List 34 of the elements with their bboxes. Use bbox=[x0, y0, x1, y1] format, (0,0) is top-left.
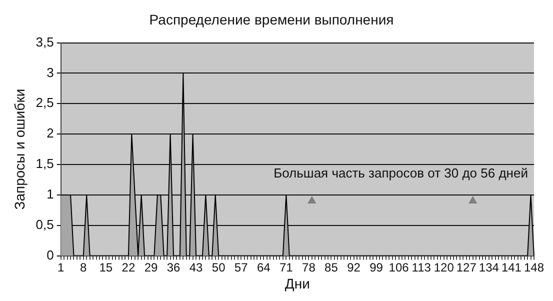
x-tick-label: 1 bbox=[58, 260, 65, 274]
chart-title: Распределение времени выполнения bbox=[149, 11, 394, 28]
x-tick-label: 22 bbox=[122, 260, 136, 274]
x-tick-label: 141 bbox=[501, 260, 522, 274]
x-tick-label: 36 bbox=[166, 260, 181, 274]
x-tick-label: 106 bbox=[388, 260, 410, 274]
x-tick-label: 127 bbox=[456, 260, 477, 274]
x-axis-title: Дни bbox=[284, 275, 310, 292]
y-tick-label: 0 bbox=[46, 247, 54, 262]
x-tick-label: 134 bbox=[478, 260, 500, 274]
x-tick-label: 113 bbox=[412, 260, 432, 274]
x-tick-label: 50 bbox=[212, 260, 226, 274]
y-tick-label: 3,5 bbox=[36, 34, 54, 50]
y-tick-label: 3 bbox=[46, 64, 54, 80]
x-tick-label: 57 bbox=[234, 260, 248, 274]
y-axis-title: Запросы и ошибки bbox=[11, 88, 28, 210]
y-tick-label: 0,5 bbox=[36, 216, 54, 232]
x-tick-label: 85 bbox=[324, 260, 338, 274]
y-tick-label: 1 bbox=[46, 186, 54, 202]
x-tick-label: 148 bbox=[524, 260, 544, 274]
x-tick-label: 29 bbox=[144, 260, 158, 274]
y-tick-label: 2,5 bbox=[36, 95, 54, 110]
x-tick-label: 99 bbox=[370, 260, 384, 274]
x-tick-label: 8 bbox=[80, 260, 88, 274]
x-tick-label: 64 bbox=[256, 260, 271, 274]
x-tick-label: 78 bbox=[302, 260, 316, 274]
y-tick-label: 2 bbox=[46, 126, 54, 141]
x-tick-label: 15 bbox=[99, 260, 113, 274]
annotation: Большая часть запросов от 30 до 56 дней bbox=[274, 165, 528, 180]
x-tick-label: 43 bbox=[189, 260, 204, 274]
x-tick-label: 71 bbox=[279, 260, 294, 274]
y-tick-label: 1,5 bbox=[36, 156, 54, 172]
x-tick-label: 120 bbox=[434, 260, 454, 274]
x-tick-label: 92 bbox=[347, 260, 361, 274]
